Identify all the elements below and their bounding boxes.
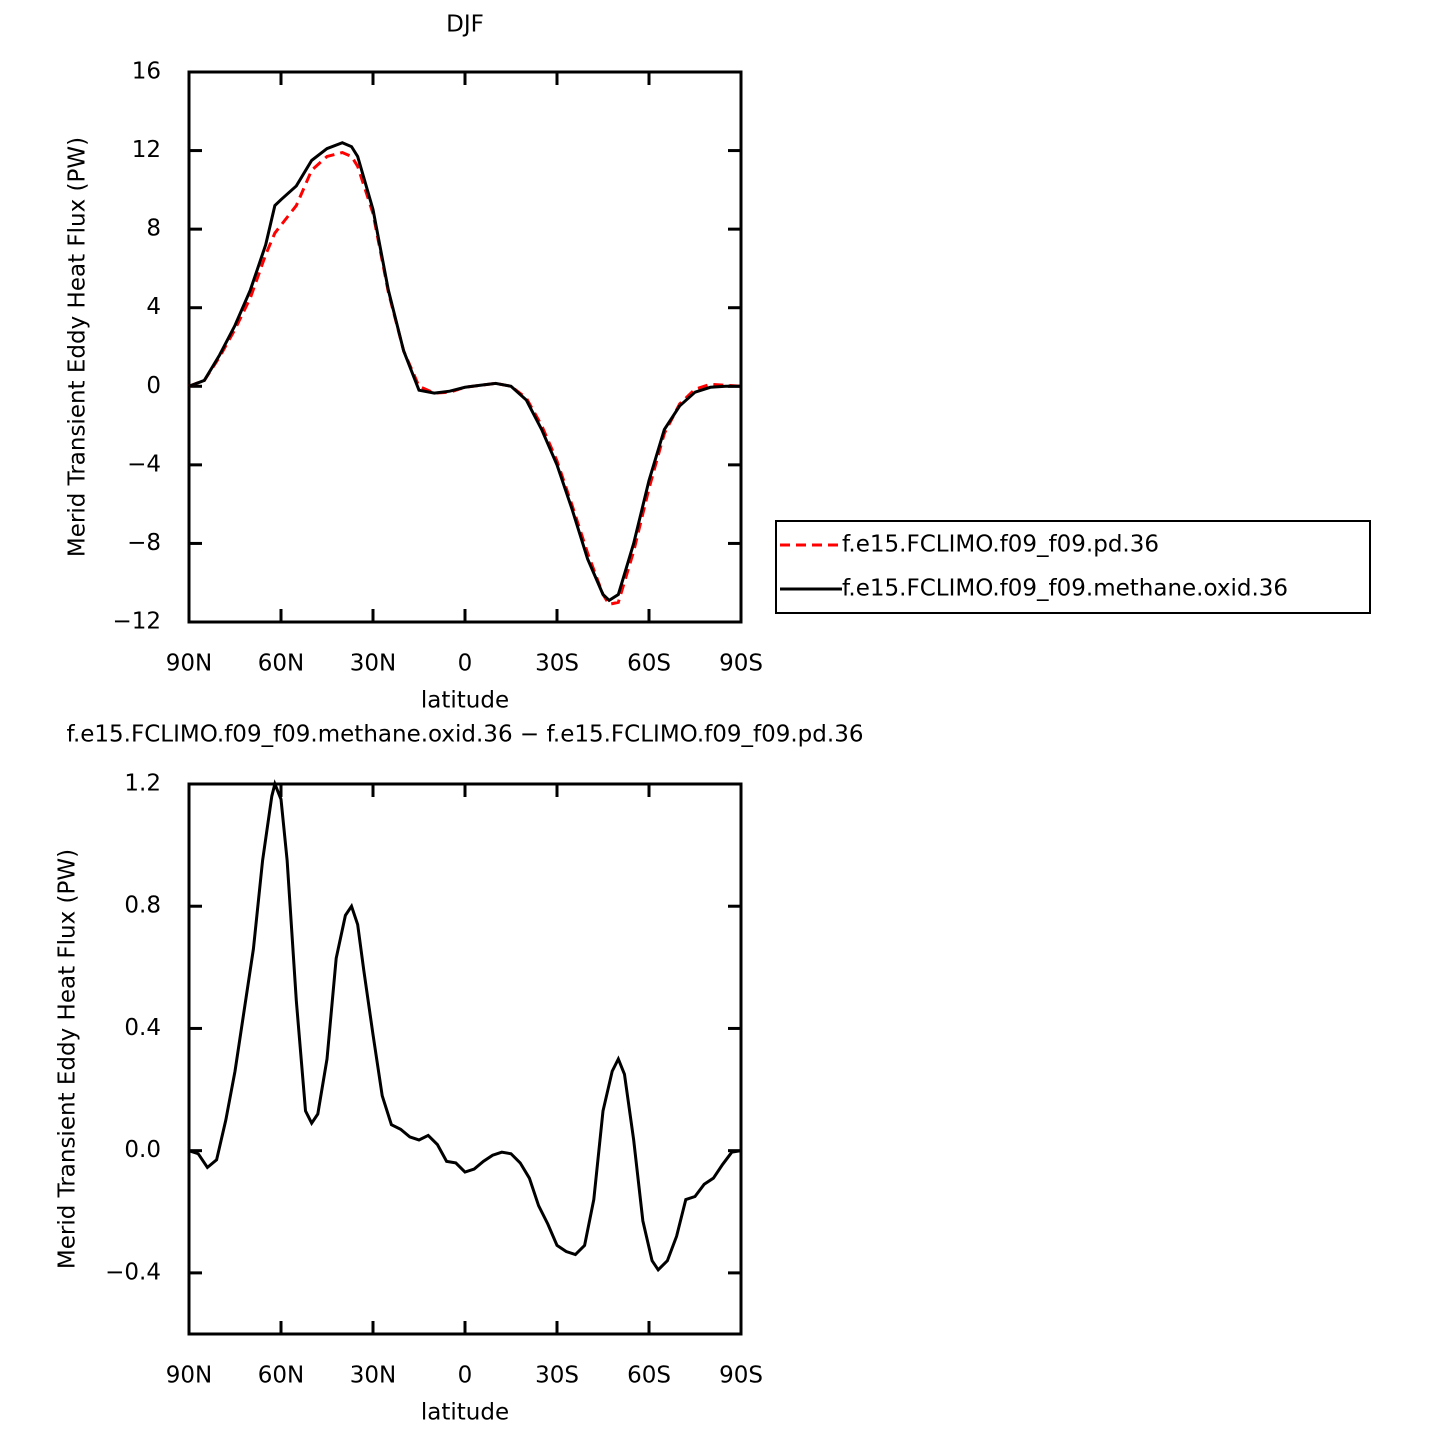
x-tick-label: 90S	[719, 1363, 763, 1389]
y-tick-label: 0	[146, 373, 161, 399]
y-tick-label: 0.0	[124, 1137, 161, 1163]
x-axis-label: latitude	[421, 1400, 509, 1426]
y-tick-label: −0.4	[105, 1259, 161, 1285]
x-tick-label: 30S	[535, 651, 579, 677]
x-tick-label: 60N	[258, 1363, 304, 1389]
x-tick-label: 30N	[350, 651, 396, 677]
legend-label: f.e15.FCLIMO.f09_f09.methane.oxid.36	[842, 576, 1288, 602]
chart-title: DJF	[446, 12, 484, 38]
legend-label: f.e15.FCLIMO.f09_f09.pd.36	[842, 532, 1159, 558]
y-tick-label: 8	[146, 216, 161, 242]
x-tick-label: 30S	[535, 1363, 579, 1389]
x-tick-label: 0	[458, 1363, 473, 1389]
panel: DJF latitude Merid Transient Eddy Heat Flu…	[65, 12, 1371, 714]
plot-frame	[187, 70, 743, 624]
plot-frame	[187, 782, 743, 1336]
x-tick-label: 30N	[350, 1363, 396, 1389]
x-tick-label: 60S	[627, 1363, 671, 1389]
panel: f.e15.FCLIMO.f09_f09.methane.oxid.36 − f…	[55, 722, 864, 1426]
legend-box	[775, 520, 1371, 614]
x-tick-label: 60N	[258, 651, 304, 677]
x-tick-label: 0	[458, 651, 473, 677]
x-tick-label: 90N	[166, 651, 212, 677]
y-tick-label: −12	[112, 609, 161, 635]
y-tick-label: 0.8	[124, 893, 161, 919]
chart-title: f.e15.FCLIMO.f09_f09.methane.oxid.36 − f…	[67, 722, 864, 748]
y-tick-label: 4	[146, 294, 161, 320]
x-tick-label: 60S	[627, 651, 671, 677]
y-tick-label: 12	[132, 137, 161, 163]
x-axis-label: latitude	[421, 688, 509, 714]
x-tick-label: 90S	[719, 651, 763, 677]
x-tick-label: 90N	[166, 1363, 212, 1389]
y-tick-label: 0.4	[124, 1015, 161, 1041]
y-tick-label: 1.2	[124, 771, 161, 797]
y-axis-label: Merid Transient Eddy Heat Flux (PW)	[55, 849, 81, 1269]
y-tick-label: −4	[127, 451, 161, 477]
y-tick-label: 16	[132, 59, 161, 85]
data-line	[188, 141, 741, 603]
data-line	[188, 779, 742, 1273]
y-axis-label: Merid Transient Eddy Heat Flux (PW)	[65, 137, 91, 557]
y-tick-label: −8	[127, 530, 161, 556]
